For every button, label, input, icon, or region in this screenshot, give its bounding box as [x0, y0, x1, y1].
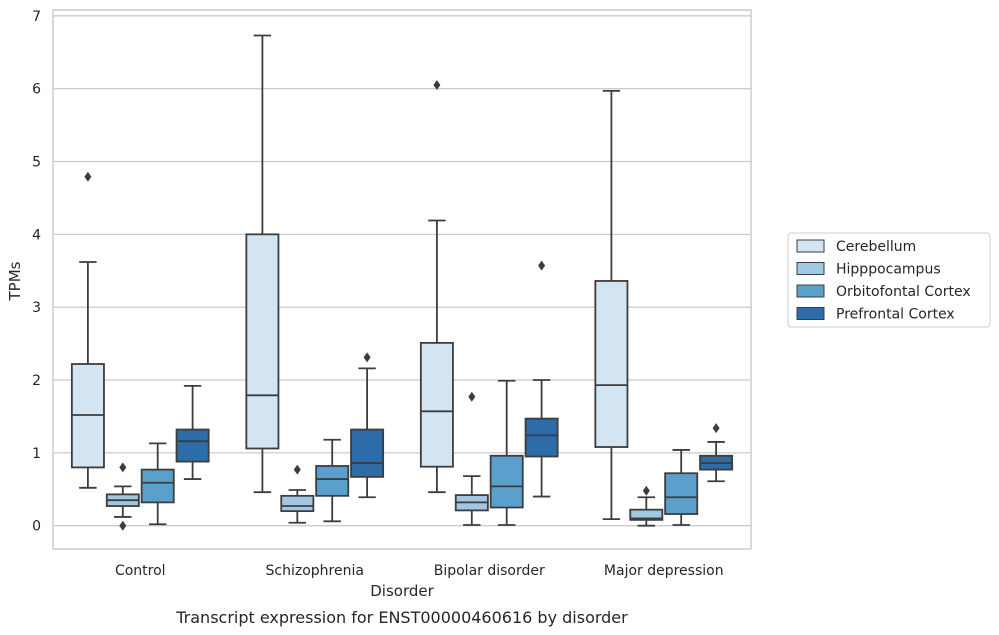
outlier-point	[538, 260, 546, 271]
x-tick-label: Schizophrenia	[266, 563, 364, 579]
box-cerebellum	[245, 34, 280, 494]
box-hipppocampus	[454, 391, 489, 526]
outlier-point	[293, 464, 301, 475]
x-axis-label: Disorder	[370, 582, 434, 600]
box-orbitofontal-cortex	[140, 442, 175, 526]
box-prefrontal-cortex	[699, 423, 734, 483]
legend-label: Hipppocampus	[836, 262, 941, 278]
y-axis-ticks: 0 1 2 3 4 5 6 7	[32, 9, 41, 535]
outlier-point	[119, 462, 127, 473]
x-tick-label: Bipolar disorder	[434, 563, 545, 579]
legend-label: Orbitofontal Cortex	[836, 284, 971, 300]
outlier-point	[712, 423, 720, 434]
outlier-point	[642, 485, 650, 496]
box-orbitofontal-cortex	[664, 449, 699, 526]
grid-lines	[53, 15, 751, 527]
box-cerebellum	[594, 89, 629, 521]
x-axis-ticks: Control Schizophrenia Bipolar disorder Majo…	[115, 563, 724, 579]
x-tick-label: Control	[115, 563, 166, 579]
box-hipppocampus	[629, 485, 664, 527]
box-hipppocampus	[280, 464, 315, 524]
outlier-point	[363, 352, 371, 363]
box-cerebellum	[419, 80, 454, 494]
y-tick-label: 1	[32, 446, 41, 462]
legend-swatch	[796, 307, 825, 320]
box-iqr	[594, 280, 629, 448]
box-iqr	[629, 508, 664, 521]
box-prefrontal-cortex	[350, 352, 385, 499]
box-iqr	[489, 454, 524, 509]
y-tick-label: 7	[32, 9, 41, 25]
y-tick-label: 0	[32, 519, 41, 535]
y-tick-label: 4	[32, 227, 41, 243]
legend-label: Prefrontal Cortex	[836, 307, 955, 323]
box-iqr	[245, 233, 280, 450]
chart-caption: Transcript expression for ENST0000046061…	[175, 608, 628, 627]
box-iqr	[524, 417, 559, 458]
box-iqr	[350, 428, 385, 478]
legend-label: Cerebellum	[836, 239, 916, 255]
plot-area-frame	[52, 9, 752, 550]
outlier-point	[119, 520, 127, 531]
box-iqr	[280, 494, 315, 513]
box-prefrontal-cortex	[524, 260, 559, 498]
legend-swatch	[796, 239, 825, 253]
y-tick-label: 3	[32, 300, 41, 316]
y-tick-label: 2	[32, 373, 41, 389]
box-iqr	[175, 428, 210, 463]
outlier-point	[468, 391, 476, 402]
box-prefrontal-cortex	[175, 384, 210, 480]
box-hipppocampus	[105, 462, 140, 531]
box-iqr	[315, 465, 350, 497]
legend-frame	[787, 232, 991, 328]
legend-swatch	[796, 262, 825, 275]
x-tick-label: Major depression	[604, 563, 724, 579]
box-plot-series	[70, 34, 734, 531]
y-tick-label: 6	[32, 82, 41, 98]
legend-items: Cerebellum Hipppocampus Orbitofontal Corte…	[796, 239, 971, 323]
y-axis-label: TPMs	[6, 261, 24, 301]
box-orbitofontal-cortex	[489, 379, 524, 526]
outlier-point	[84, 171, 92, 182]
box-iqr	[419, 341, 454, 468]
box-iqr	[664, 472, 699, 515]
legend: Cerebellum Hipppocampus Orbitofontal Corte…	[787, 232, 991, 328]
box-iqr	[140, 468, 175, 504]
box-cerebellum	[70, 171, 105, 489]
box-orbitofontal-cortex	[315, 438, 350, 523]
outlier-point	[433, 80, 441, 91]
legend-swatch	[796, 284, 825, 298]
y-tick-label: 5	[32, 155, 41, 171]
